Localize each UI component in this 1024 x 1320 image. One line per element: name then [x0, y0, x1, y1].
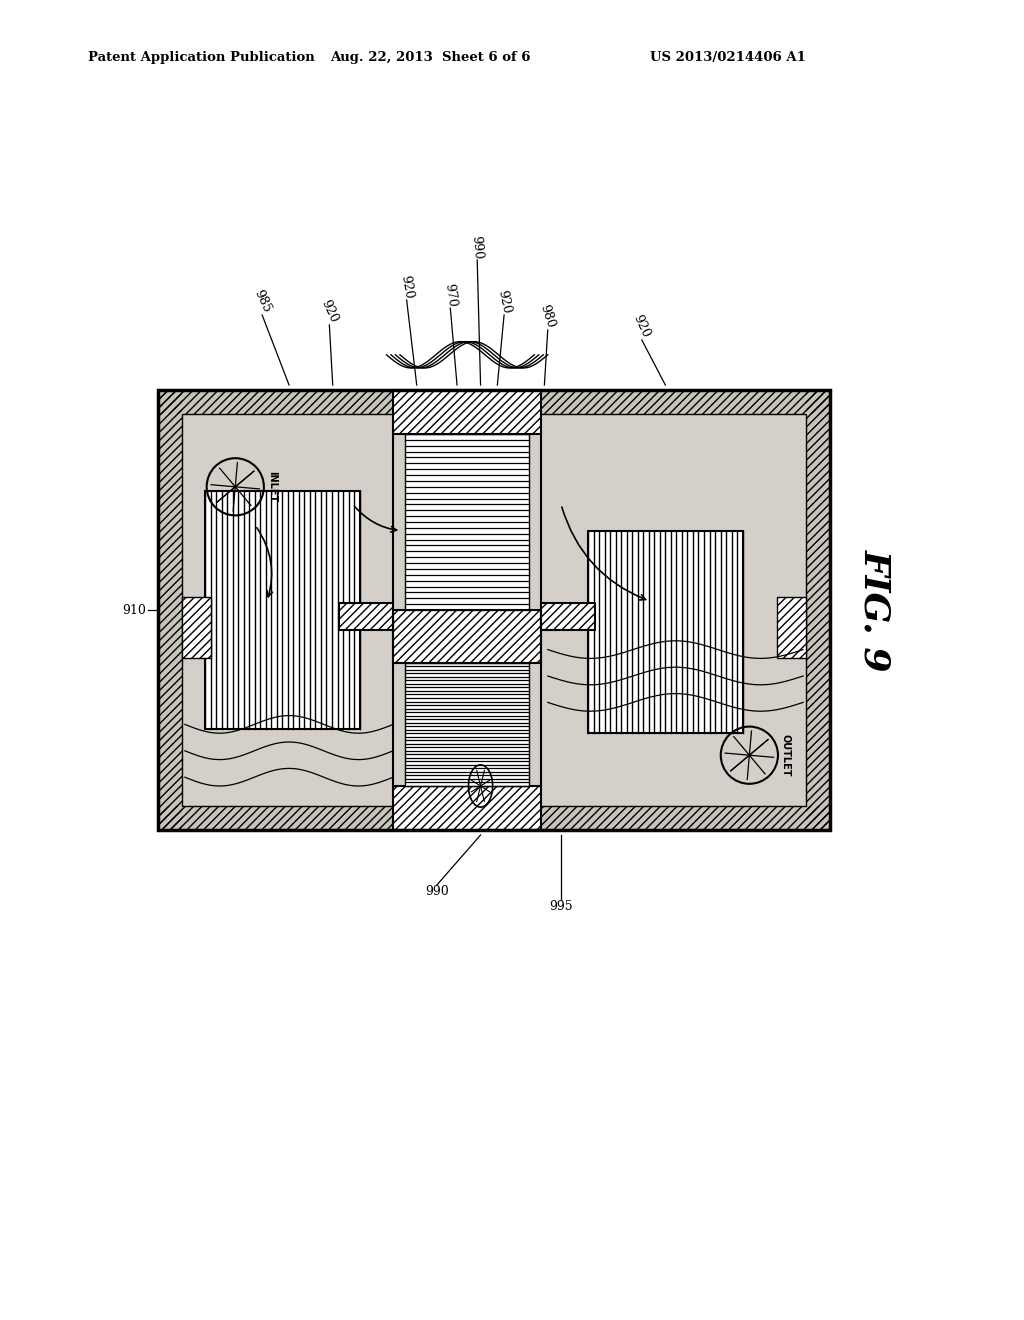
Bar	[406, 434, 529, 610]
Text: 985: 985	[251, 288, 273, 315]
Text: 920: 920	[398, 275, 415, 300]
Bar	[158, 389, 182, 830]
Bar	[205, 491, 359, 729]
Bar	[406, 663, 529, 785]
Text: INLET: INLET	[267, 471, 276, 503]
Text: OUTLET: OUTLET	[781, 734, 791, 776]
Text: US 2013/0214406 A1: US 2013/0214406 A1	[650, 51, 806, 65]
Bar	[158, 805, 830, 830]
Bar	[158, 389, 830, 414]
Text: FIG. 9: FIG. 9	[858, 549, 892, 672]
Bar	[158, 389, 830, 830]
Bar	[393, 785, 541, 830]
Bar	[806, 389, 830, 830]
Bar	[182, 597, 211, 659]
Text: 990: 990	[425, 884, 449, 898]
Text: 990: 990	[470, 235, 484, 260]
Text: 995: 995	[550, 900, 573, 913]
Text: 920: 920	[496, 289, 513, 315]
Text: 920: 920	[318, 298, 340, 325]
Bar	[182, 414, 806, 805]
Bar	[393, 610, 541, 663]
Bar	[588, 531, 742, 733]
Text: 920: 920	[631, 313, 652, 341]
Bar	[777, 597, 806, 659]
Text: Patent Application Publication: Patent Application Publication	[88, 51, 314, 65]
Bar	[541, 603, 595, 630]
Text: Aug. 22, 2013  Sheet 6 of 6: Aug. 22, 2013 Sheet 6 of 6	[330, 51, 530, 65]
Bar	[339, 603, 393, 630]
Text: 980: 980	[538, 304, 558, 330]
Text: 910: 910	[122, 603, 146, 616]
Text: 970: 970	[442, 282, 459, 308]
Bar	[393, 389, 541, 434]
Bar	[158, 389, 830, 830]
